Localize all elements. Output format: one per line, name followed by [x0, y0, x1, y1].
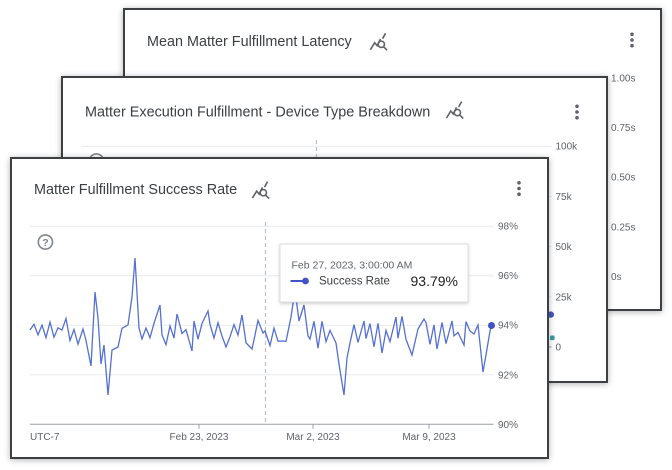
svg-text:UTC-7: UTC-7 — [30, 432, 60, 443]
svg-text:100k: 100k — [556, 142, 579, 153]
svg-text:0.50s: 0.50s — [611, 173, 635, 184]
svg-text:0: 0 — [556, 343, 562, 354]
svg-text:90%: 90% — [498, 420, 518, 431]
svg-text:0s: 0s — [611, 272, 622, 283]
svg-text:?: ? — [42, 237, 48, 249]
svg-text:0.75s: 0.75s — [611, 123, 635, 134]
svg-text:0.25s: 0.25s — [611, 222, 635, 233]
svg-text:Matter Execution Fulfillment -: Matter Execution Fulfillment - Device Ty… — [85, 105, 430, 121]
svg-text:25k: 25k — [556, 292, 573, 303]
svg-text:Matter Fulfillment Success Rat: Matter Fulfillment Success Rate — [34, 182, 237, 198]
svg-text:Feb 27, 2023, 3:00:00 AM: Feb 27, 2023, 3:00:00 AM — [292, 260, 413, 272]
svg-text:Success Rate: Success Rate — [319, 276, 390, 288]
svg-text:Mean Matter Fulfillment Latenc: Mean Matter Fulfillment Latency — [147, 34, 353, 50]
svg-text:92%: 92% — [498, 370, 518, 381]
svg-text:75k: 75k — [556, 192, 573, 203]
svg-text:94%: 94% — [498, 321, 518, 332]
svg-text:96%: 96% — [498, 271, 518, 282]
svg-text:Mar 9, 2023: Mar 9, 2023 — [402, 432, 456, 443]
svg-text:Mar 2, 2023: Mar 2, 2023 — [286, 432, 340, 443]
svg-text:1.00s: 1.00s — [611, 74, 635, 85]
svg-text:93.79%: 93.79% — [411, 273, 458, 289]
svg-text:Feb 23, 2023: Feb 23, 2023 — [170, 432, 229, 443]
svg-text:98%: 98% — [498, 222, 518, 233]
svg-text:50k: 50k — [556, 242, 573, 253]
